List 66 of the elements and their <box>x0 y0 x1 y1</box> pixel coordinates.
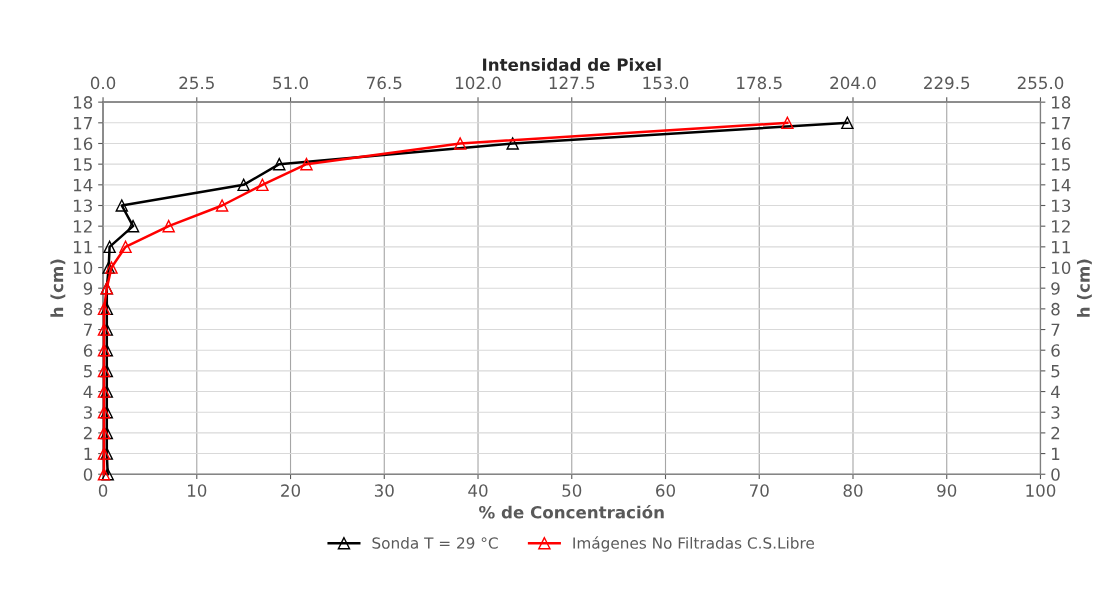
y2-tick-label: 3 <box>1051 406 1060 419</box>
y2-tick-label: 12 <box>1052 220 1070 233</box>
y-tick-label: 8 <box>83 302 93 316</box>
y-tick-label: 17 <box>73 117 92 130</box>
x2-tick-label: 51.0 <box>273 76 308 90</box>
x2-tick-label: 0.0 <box>90 76 116 90</box>
x2-tick-label: 127.5 <box>549 76 595 90</box>
x2-tick-label: 178.5 <box>737 76 782 90</box>
y-tick-label: 12 <box>73 220 92 233</box>
y-tick-label: 14 <box>73 179 93 192</box>
x2-axis-title: Intensidad de Pixel <box>483 58 661 71</box>
legend-label: Sonda T = 29 °C <box>372 536 498 549</box>
y2-tick-label: 13 <box>1052 199 1071 213</box>
y2-tick-label: 8 <box>1051 302 1060 316</box>
x-tick-label: 60 <box>656 484 675 497</box>
y2-axis-title: h (cm) <box>1076 259 1092 317</box>
y2-tick-label: 15 <box>1052 158 1070 171</box>
y-tick-label: 7 <box>84 323 92 336</box>
y-tick-label: 11 <box>73 241 92 254</box>
y2-tick-label: 10 <box>1052 261 1071 275</box>
y-tick-label: 15 <box>73 158 92 171</box>
y2-tick-label: 18 <box>1052 96 1071 109</box>
y2-tick-label: 11 <box>1052 241 1070 254</box>
y-tick-label: 4 <box>83 385 93 398</box>
x2-tick-label: 229.5 <box>924 76 970 90</box>
y2-tick-label: 14 <box>1052 179 1071 192</box>
y2-tick-label: 0 <box>1051 468 1060 481</box>
x-tick-label: 80 <box>843 484 863 497</box>
y2-tick-label: 1 <box>1052 447 1060 460</box>
y2-tick-label: 5 <box>1051 365 1060 378</box>
y-tick-label: 3 <box>83 406 92 419</box>
x-tick-label: 40 <box>468 484 488 497</box>
y-tick-label: 5 <box>84 365 92 378</box>
y2-tick-label: 6 <box>1051 344 1060 357</box>
x2-tick-label: 76.5 <box>367 76 402 90</box>
x-tick-label: 100 <box>1026 484 1056 497</box>
y-tick-label: 1 <box>84 447 92 460</box>
y2-tick-label: 4 <box>1051 385 1060 398</box>
x-tick-label: 0 <box>98 484 108 497</box>
y2-tick-label: 2 <box>1051 426 1060 440</box>
x-axis-title: % de Concentración <box>479 504 664 519</box>
y2-tick-label: 17 <box>1052 117 1070 130</box>
x2-tick-label: 204.0 <box>830 76 876 90</box>
y-tick-label: 9 <box>83 282 93 295</box>
x2-tick-label: 153.0 <box>643 76 689 90</box>
x-tick-label: 10 <box>188 484 207 497</box>
x-tick-label: 90 <box>937 484 957 497</box>
legend-label: Imágenes No Filtradas C.S.Libre <box>573 536 815 552</box>
x2-tick-label: 255.0 <box>1017 76 1064 90</box>
y-tick-label: 16 <box>73 137 93 151</box>
x2-tick-label: 102.0 <box>455 76 501 90</box>
x-tick-label: 30 <box>374 484 394 497</box>
y-axis-title: h (cm) <box>50 259 66 317</box>
x-tick-label: 20 <box>281 484 301 497</box>
y-tick-label: 6 <box>83 344 93 357</box>
x-tick-label: 50 <box>562 484 582 497</box>
y-tick-label: 13 <box>73 199 92 213</box>
y2-tick-label: 7 <box>1051 323 1060 336</box>
y2-tick-label: 9 <box>1051 282 1060 295</box>
y-tick-label: 10 <box>73 261 93 275</box>
y-tick-label: 0 <box>83 468 93 481</box>
y2-tick-label: 16 <box>1052 137 1071 151</box>
y-tick-label: 18 <box>73 96 93 109</box>
x2-tick-label: 25.5 <box>179 76 214 90</box>
x-tick-label: 70 <box>750 484 769 497</box>
y-tick-label: 2 <box>83 426 92 440</box>
